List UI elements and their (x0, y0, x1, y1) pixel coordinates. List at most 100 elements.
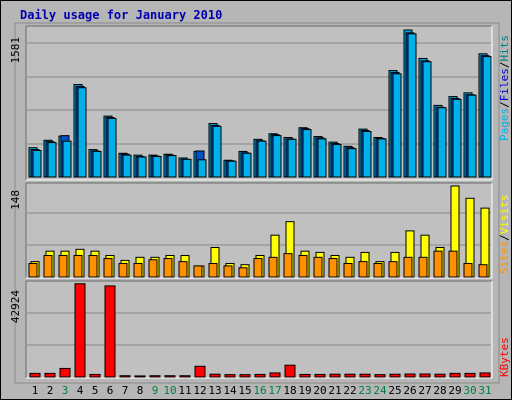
bar-kbytes (464, 372, 476, 378)
x-tick-label: 30 (463, 384, 476, 397)
bar-kbytes (284, 364, 296, 378)
bar-kbytes (479, 372, 491, 378)
x-tick-label: 18 (283, 384, 296, 397)
bar-sites (283, 253, 293, 278)
x-tick-label: 20 (313, 384, 326, 397)
bar-sites (238, 267, 248, 278)
bar-sites (178, 261, 188, 278)
bar-sites (253, 258, 263, 278)
bar-pages (167, 155, 177, 178)
bar-pages (317, 138, 327, 178)
bar-pages (482, 56, 492, 178)
x-tick-label: 12 (193, 384, 206, 397)
bar-kbytes (314, 373, 326, 378)
bar-sites (313, 256, 323, 278)
bar-sites (193, 265, 203, 278)
bar-pages (407, 33, 417, 178)
bar-sites (298, 254, 308, 278)
x-tick-label: 11 (178, 384, 191, 397)
bar-sites (433, 250, 443, 278)
x-tick-label: 29 (448, 384, 461, 397)
x-tick-label: 4 (77, 384, 84, 397)
bar-sites (478, 264, 488, 278)
bar-sites (163, 258, 173, 278)
bar-sites (418, 256, 428, 278)
bar-pages (377, 138, 387, 178)
bar-kbytes (104, 285, 116, 378)
bar-sites (208, 262, 218, 278)
bar-kbytes (344, 373, 356, 378)
bar-kbytes (269, 372, 281, 378)
x-tick-label: 10 (163, 384, 176, 397)
legend-kbytes: KBytes (498, 337, 511, 377)
x-tick-label: 26 (403, 384, 416, 397)
bar-kbytes (179, 375, 191, 378)
x-tick-label: 17 (268, 384, 281, 397)
x-tick-label: 1 (32, 384, 39, 397)
bar-kbytes (449, 372, 461, 378)
legend-separator: / (498, 62, 511, 69)
bar-kbytes (434, 373, 446, 378)
x-tick-label: 14 (223, 384, 237, 397)
bar-pages (62, 140, 72, 178)
x-tick-label: 19 (298, 384, 311, 397)
bar-sites (148, 259, 158, 278)
legend-item: Visits (498, 195, 511, 235)
bar-pages (467, 94, 477, 178)
bar-pages (347, 148, 357, 178)
bar-pages (242, 152, 252, 178)
bar-pages (257, 140, 267, 178)
legend-item: Pages (498, 108, 511, 141)
bar-pages (302, 129, 312, 178)
x-tick-label: 23 (358, 384, 371, 397)
x-tick-label: 13 (208, 384, 221, 397)
bar-kbytes (209, 373, 221, 378)
x-tick-label: 27 (418, 384, 431, 397)
bar-pages (332, 143, 342, 178)
bar-pages (182, 158, 192, 178)
bar-sites (118, 262, 128, 278)
bar-sites (463, 262, 473, 278)
legend-sites-visits: Sites/Visits (498, 195, 511, 275)
bar-kbytes (404, 373, 416, 378)
bar-kbytes (329, 373, 341, 378)
bar-kbytes (44, 372, 56, 378)
bar-sites (43, 254, 53, 278)
bar-pages (437, 107, 447, 178)
bar-kbytes (239, 374, 251, 378)
y-max-label: 148 (9, 190, 22, 210)
x-tick-label: 24 (373, 384, 387, 397)
x-tick-label: 5 (92, 384, 99, 397)
x-tick-label: 9 (152, 384, 159, 397)
legend-separator: / (498, 234, 511, 241)
legend-hits-files-pages: Pages/Files/Hits (498, 35, 511, 141)
bar-sites (328, 258, 338, 278)
bar-kbytes (254, 373, 266, 378)
bar-kbytes (59, 367, 71, 378)
bar-sites (373, 262, 383, 278)
bar-kbytes (419, 373, 431, 378)
x-tick-label: 3 (62, 384, 69, 397)
legend-separator: / (498, 101, 511, 108)
chart-outer-border (14, 22, 500, 384)
bar-kbytes (224, 374, 236, 378)
bar-sites (28, 262, 38, 278)
bar-pages (32, 150, 42, 178)
bar-sites (268, 256, 278, 278)
chart-title: Daily usage for January 2010 (20, 8, 223, 22)
bar-pages (47, 142, 57, 178)
kbytes-panel (26, 281, 492, 378)
bar-kbytes (29, 372, 41, 378)
bar-pages (122, 154, 132, 178)
legend-item: KBytes (498, 337, 511, 377)
x-tick-label: 31 (478, 384, 491, 397)
bar-kbytes (89, 373, 101, 378)
bar-kbytes (299, 373, 311, 378)
x-tick-label: 7 (122, 384, 129, 397)
bar-sites (448, 250, 458, 278)
bar-pages (212, 125, 222, 178)
bar-pages (422, 61, 432, 178)
bar-pages (137, 156, 147, 178)
bar-pages (77, 87, 87, 178)
